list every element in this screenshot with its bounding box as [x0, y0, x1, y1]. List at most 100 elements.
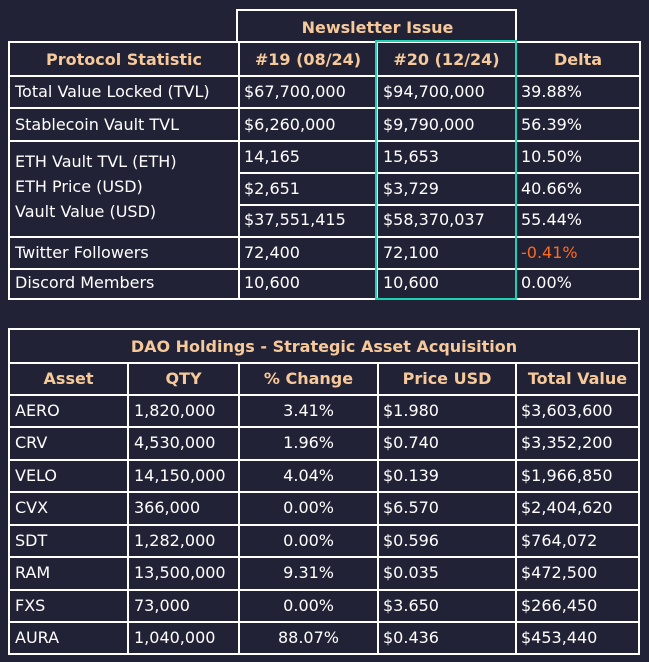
asset-price: $0.596 — [383, 531, 439, 550]
asset-qty: 73,000 — [134, 596, 190, 615]
column-header: Price USD — [402, 369, 492, 388]
asset-qty: 1,040,000 — [134, 628, 216, 647]
asset-change: 0.00% — [283, 531, 334, 550]
highlight-column-border — [375, 40, 517, 300]
asset-name: VELO — [15, 466, 57, 485]
stat-value-20: $3,729 — [383, 179, 439, 198]
grid-line — [8, 653, 640, 655]
asset-change: 88.07% — [277, 628, 339, 647]
grid-line — [8, 328, 640, 330]
grid-line — [8, 107, 641, 109]
asset-change: 0.00% — [283, 596, 334, 615]
stat-value-20: $94,700,000 — [383, 82, 485, 101]
asset-name: FXS — [15, 596, 46, 615]
grid-line — [238, 204, 641, 206]
column-header: Delta — [553, 50, 603, 69]
asset-price: $1.980 — [383, 401, 439, 420]
asset-total: $2,404,620 — [521, 498, 613, 517]
asset-qty: 1,282,000 — [134, 531, 216, 550]
stat-value-20: 72,100 — [383, 243, 439, 262]
asset-change: 9.31% — [283, 563, 334, 582]
grid-line — [8, 491, 640, 493]
column-header: #20 (12/24) — [393, 50, 500, 69]
grid-line — [8, 426, 640, 428]
asset-change: 3.41% — [283, 401, 334, 420]
stat-label: Vault Value (USD) — [15, 202, 157, 221]
stat-value-19: 72,400 — [244, 243, 300, 262]
grid-line — [8, 621, 640, 623]
grid-line — [238, 362, 240, 655]
stat-label: Total Value Locked (TVL) — [15, 82, 210, 101]
grid-line — [236, 9, 238, 43]
asset-total: $3,352,200 — [521, 433, 613, 452]
grid-line — [8, 268, 641, 270]
stat-delta: 10.50% — [521, 147, 583, 166]
asset-price: $0.035 — [383, 563, 439, 582]
grid-line — [238, 172, 641, 174]
stat-value-19: 10,600 — [244, 273, 300, 292]
grid-line — [8, 589, 640, 591]
asset-price: $0.139 — [383, 466, 439, 485]
asset-total: $453,440 — [521, 628, 598, 647]
asset-qty: 4,530,000 — [134, 433, 216, 452]
column-header: #19 (08/24) — [254, 50, 362, 69]
asset-total: $1,966,850 — [521, 466, 613, 485]
grid-line — [8, 41, 641, 43]
asset-qty: 13,500,000 — [134, 563, 226, 582]
asset-price: $3.650 — [383, 596, 439, 615]
asset-total: $3,603,600 — [521, 401, 613, 420]
stat-delta: 39.88% — [521, 82, 583, 101]
asset-name: CVX — [15, 498, 49, 517]
asset-price: $0.436 — [383, 628, 439, 647]
holdings-title: DAO Holdings - Strategic Asset Acquisiti… — [130, 337, 518, 356]
grid-line — [8, 556, 640, 558]
stat-delta-negative: -0.41% — [521, 243, 578, 262]
grid-line — [8, 524, 640, 526]
asset-total: $266,450 — [521, 596, 598, 615]
stat-label: Twitter Followers — [15, 243, 149, 262]
asset-change: 1.96% — [283, 433, 334, 452]
asset-name: SDT — [15, 531, 48, 550]
grid-line — [515, 362, 517, 655]
stat-value-20: 10,600 — [383, 273, 439, 292]
asset-qty: 14,150,000 — [134, 466, 226, 485]
stat-value-19: $6,260,000 — [244, 115, 336, 134]
column-header: Total Value — [527, 369, 628, 388]
grid-line — [639, 41, 641, 300]
grid-line — [8, 236, 641, 238]
asset-total: $764,072 — [521, 531, 598, 550]
stat-delta: 55.44% — [521, 210, 583, 229]
grid-line — [236, 9, 517, 11]
issue-header: Newsletter Issue — [301, 18, 454, 37]
grid-line — [127, 362, 129, 655]
grid-line — [8, 328, 10, 655]
grid-line — [8, 459, 640, 461]
column-header: Protocol Statistic — [45, 50, 203, 69]
asset-name: CRV — [15, 433, 48, 452]
grid-line — [8, 362, 640, 364]
asset-qty: 366,000 — [134, 498, 201, 517]
stat-label: Stablecoin Vault TVL — [15, 115, 180, 134]
asset-name: AURA — [15, 628, 60, 647]
grid-line — [515, 9, 517, 43]
grid-line — [8, 140, 641, 142]
grid-line — [238, 41, 240, 300]
grid-line — [638, 328, 640, 655]
grid-line — [376, 41, 378, 300]
stat-value-19: $2,651 — [244, 179, 300, 198]
grid-line — [8, 298, 641, 300]
asset-change: 4.04% — [283, 466, 334, 485]
grid-line — [377, 362, 379, 655]
stat-value-20: $58,370,037 — [383, 210, 485, 229]
asset-name: RAM — [15, 563, 51, 582]
stat-delta: 0.00% — [521, 273, 572, 292]
stat-value-19: $37,551,415 — [244, 210, 346, 229]
stat-delta: 40.66% — [521, 179, 583, 198]
asset-price: $0.740 — [383, 433, 439, 452]
stat-label: ETH Vault TVL (ETH) — [15, 152, 177, 171]
stat-value-20: 15,653 — [383, 147, 439, 166]
asset-change: 0.00% — [283, 498, 334, 517]
asset-total: $472,500 — [521, 563, 598, 582]
stat-value-20: $9,790,000 — [383, 115, 475, 134]
stat-delta: 56.39% — [521, 115, 583, 134]
